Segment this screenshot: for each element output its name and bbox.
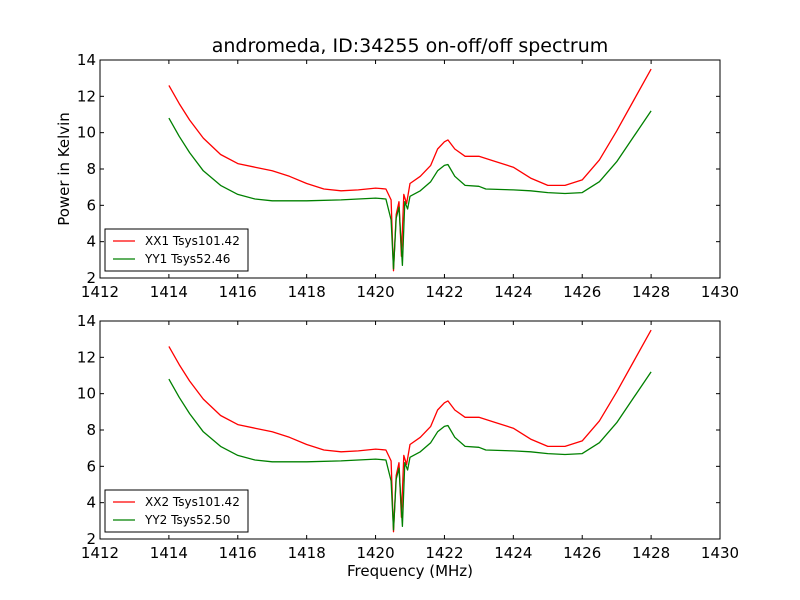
y-tick-label: 4 — [86, 233, 96, 251]
y-axis-label: Power in Kelvin — [55, 112, 73, 226]
x-tick-label: 1412 — [81, 544, 119, 562]
x-tick-label: 1418 — [288, 544, 326, 562]
y-tick-label: 2 — [86, 269, 96, 287]
y-tick-label: 4 — [86, 494, 96, 512]
legend-label: YY1 Tsys52.46 — [144, 252, 230, 266]
bottom-panel: Frequency (MHz) 1412 1414 1416 1418 1420 1422… — [77, 312, 739, 580]
series-line-2-1 — [168, 329, 652, 533]
x-tick-label: 1430 — [701, 544, 739, 562]
x-tick-label: 1422 — [425, 544, 463, 562]
chart-title: andromeda, ID:34255 on-off/off spectrum — [212, 35, 609, 57]
y-tick-label: 10 — [77, 124, 96, 142]
series-line-1-1 — [168, 68, 652, 272]
y-tick-label: 6 — [86, 457, 96, 475]
y-tick-label: 14 — [77, 312, 96, 330]
x-axis-label: Frequency (MHz) — [347, 562, 473, 580]
x-tick-label: 1414 — [150, 283, 188, 301]
legend-label: YY2 Tsys52.50 — [144, 513, 230, 527]
legend-label: XX2 Tsys101.42 — [145, 495, 240, 509]
x-tick-label: 1422 — [425, 283, 463, 301]
series-layer-top — [168, 68, 652, 272]
x-tick-label: 1420 — [356, 544, 394, 562]
x-tick-label: 1416 — [219, 544, 257, 562]
x-tick-label: 1420 — [356, 283, 394, 301]
x-tick-label: 1426 — [563, 544, 601, 562]
y-tick-label: 8 — [86, 421, 96, 439]
x-tick-label: 1428 — [632, 544, 670, 562]
series-line-2-2 — [168, 371, 652, 531]
legend-bottom: XX2 Tsys101.42 YY2 Tsys52.50 — [104, 489, 249, 533]
x-tick-label: 1430 — [701, 283, 739, 301]
x-tick-label: 1418 — [288, 283, 326, 301]
y-tick-label: 6 — [86, 196, 96, 214]
legend-top: XX1 Tsys101.42 YY1 Tsys52.46 — [104, 228, 249, 272]
y-tick-label: 12 — [77, 87, 96, 105]
legend-box — [104, 228, 249, 272]
y-tick-label: 8 — [86, 160, 96, 178]
legend-box — [104, 489, 249, 533]
x-tick-label: 1426 — [563, 283, 601, 301]
tick-layer-top: 1412 1414 1416 1418 1420 1422 1424 1426 1428 1430… — [77, 51, 739, 301]
series-line-1-2 — [168, 110, 652, 270]
x-tick-label: 1424 — [494, 283, 532, 301]
tick-layer-bottom: 1412 1414 1416 1418 1420 1422 1424 1426 1428 1430… — [77, 312, 739, 562]
y-tick-label: 14 — [77, 51, 96, 69]
y-tick-label: 10 — [77, 385, 96, 403]
y-tick-label: 2 — [86, 530, 96, 548]
x-tick-label: 1412 — [81, 283, 119, 301]
x-tick-label: 1414 — [150, 544, 188, 562]
legend-label: XX1 Tsys101.42 — [145, 234, 240, 248]
series-layer-bottom — [168, 329, 652, 533]
y-tick-label: 12 — [77, 348, 96, 366]
x-tick-label: 1424 — [494, 544, 532, 562]
top-panel: andromeda, ID:34255 on-off/off spectrum … — [55, 35, 739, 301]
x-tick-label: 1428 — [632, 283, 670, 301]
x-tick-label: 1416 — [219, 283, 257, 301]
